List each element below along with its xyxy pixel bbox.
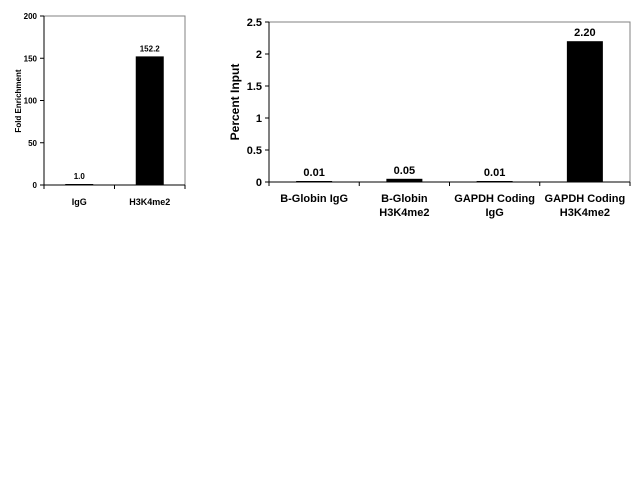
bar-value-label: 0.01	[484, 167, 505, 179]
x-category-label: H3K4me2	[560, 207, 610, 219]
bar-value-label: 2.20	[574, 27, 595, 39]
y-tick-label: 1.5	[247, 81, 262, 93]
y-axis-label: Percent Input	[228, 64, 242, 141]
bar-value-label: 0.05	[394, 165, 415, 177]
y-tick-label: 100	[24, 97, 38, 106]
bar	[476, 181, 513, 182]
bar	[65, 184, 94, 185]
bar	[135, 56, 164, 186]
y-tick-label: 150	[24, 54, 38, 63]
y-axis-label: Fold Enrichment	[14, 69, 23, 132]
bar	[386, 178, 423, 182]
x-category-label: B-Globin	[381, 193, 428, 205]
y-tick-label: 0.5	[247, 145, 262, 157]
fold-enrichment-chart: 0 50 100 150 200 1.0 IgG 152.2 H3K4me2 Fold Enr…	[14, 12, 186, 207]
bar-value-label: 152.2	[140, 44, 161, 53]
bar-value-label: 0.01	[303, 167, 324, 179]
x-category-label: H3K4me2	[129, 197, 170, 207]
y-tick-label: 1	[256, 113, 262, 125]
x-category-label: IgG	[485, 207, 503, 219]
y-tick-label: 200	[24, 12, 38, 21]
y-tick-label: 2	[256, 49, 262, 61]
x-category-label: IgG	[72, 197, 87, 207]
x-category-label: H3K4me2	[379, 207, 429, 219]
y-tick-label: 0	[256, 177, 262, 189]
percent-input-chart: 0 0.5 1 1.5 2 2.5 0.01 B-Globin IgG 0.05 B-Globi…	[228, 17, 631, 219]
x-category-label: GAPDH Coding	[454, 193, 535, 205]
y-tick-label: 50	[28, 139, 37, 148]
y-tick-label: 2.5	[247, 17, 262, 29]
x-category-label: GAPDH Coding	[545, 193, 626, 205]
y-tick-label: 0	[33, 181, 38, 190]
bar-value-label: 1.0	[74, 172, 86, 181]
plot-area	[43, 15, 186, 186]
x-category-label: B-Globin IgG	[280, 193, 348, 205]
bar	[566, 41, 603, 183]
bar	[296, 181, 333, 182]
